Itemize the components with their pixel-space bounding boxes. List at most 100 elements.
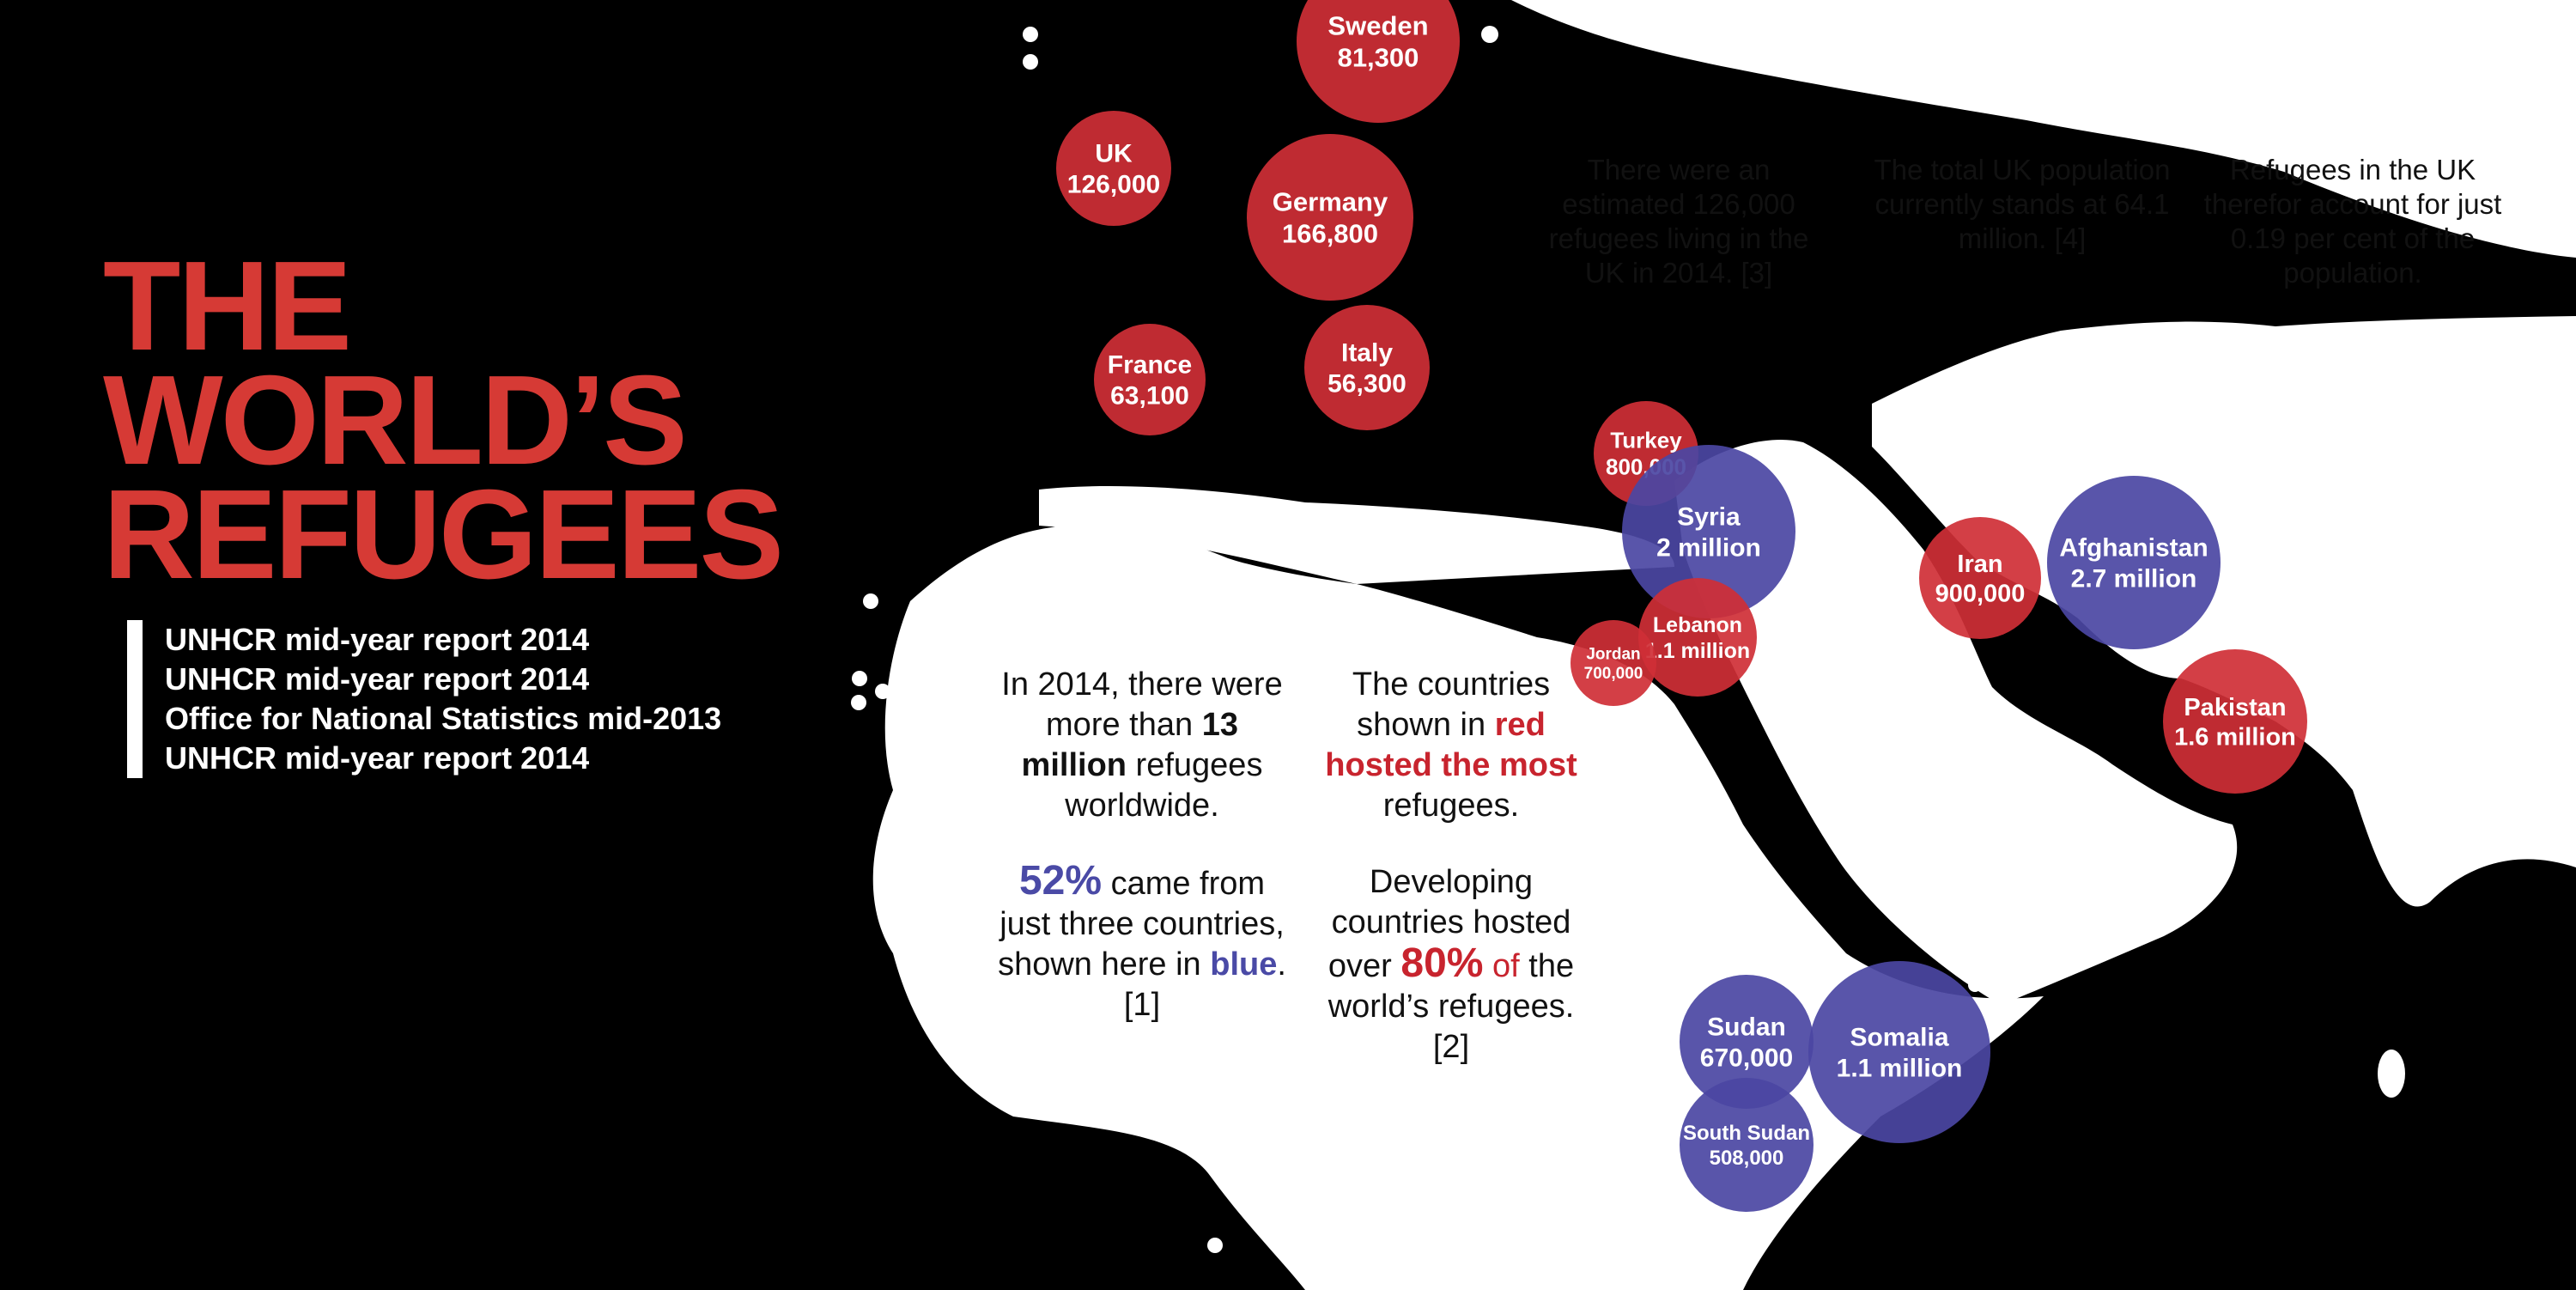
sources-list: UNHCR mid-year report 2014 UNHCR mid-yea… [127, 620, 721, 778]
island [1968, 978, 1982, 992]
note-uk-share: Refugees in the UK therefor account for … [2203, 154, 2502, 289]
source-item: UNHCR mid-year report 2014 [165, 661, 590, 697]
marker-circle [1680, 975, 1814, 1109]
marker-jordan: Jordan 700,000 [1571, 620, 1656, 706]
fact-red-emphasis: red hosted the most [1325, 707, 1577, 783]
fact-total-text-b: refugees worldwide. [1065, 747, 1263, 824]
island [851, 695, 866, 710]
fact-dev-of: of [1483, 948, 1520, 984]
island [875, 684, 890, 699]
island [1481, 26, 1498, 43]
marker-uk: UK 126,000 [1056, 111, 1171, 226]
marker-value-label: 1.1 million [1645, 639, 1750, 663]
marker-country-label: South Sudan [1683, 1122, 1810, 1145]
marker-circle [1638, 578, 1757, 697]
source-item: UNHCR mid-year report 2014 [165, 740, 590, 776]
fact-three-countries: 52% came from just three countries, show… [996, 861, 1288, 1025]
marker-circle [1304, 305, 1430, 430]
marker-circle [1808, 961, 1990, 1143]
island [907, 677, 922, 692]
marker-country-label: Iran [1957, 551, 2002, 578]
marker-value-label: 2 million [1656, 534, 1761, 563]
marker-country-label: Afghanistan [2059, 534, 2208, 563]
marker-country-label: Jordan [1586, 645, 1640, 663]
marker-country-label: Lebanon [1653, 613, 1742, 637]
marker-circle [1622, 445, 1795, 618]
fact-three-text-a: came from just three countries, shown he… [998, 866, 1285, 983]
marker-value-label: 56,300 [1327, 370, 1406, 399]
middle-east-landmass [1674, 440, 2238, 1005]
fact-total-number: 13 million [1021, 707, 1238, 783]
fact-red-hosts: The countries shown in red hosted the mo… [1322, 665, 1580, 826]
fact-red-text-b: refugees. [1382, 788, 1520, 824]
asia-landmass [1872, 316, 2576, 907]
marker-country-label: UK [1095, 140, 1133, 168]
marker-pakistan: Pakistan 1.6 million [2163, 649, 2307, 794]
island [1023, 27, 1038, 42]
marker-value-label: 126,000 [1067, 171, 1160, 199]
note-uk-population: The total UK population currently stands… [1874, 154, 2171, 254]
marker-value-label: 81,300 [1338, 42, 1419, 72]
title-line-2: REFUGEES [103, 464, 784, 605]
marker-country-label: Sweden [1327, 10, 1428, 40]
marker-country-label: Somalia [1850, 1024, 1948, 1052]
marker-country-label: Pakistan [2184, 694, 2286, 721]
marker-value-label: 166,800 [1282, 218, 1378, 248]
island [1233, 1190, 1249, 1206]
title-line-1: THE WORLD’S [103, 235, 688, 491]
marker-value-label: 1.1 million [1837, 1055, 1963, 1083]
marker-value-label: 700,000 [1584, 665, 1643, 683]
marker-country-label: Turkey [1610, 428, 1682, 453]
marker-circle [1297, 0, 1460, 123]
page-title: THE WORLD’S REFUGEES [103, 235, 962, 605]
island [852, 671, 867, 686]
fact-blue-word: blue [1210, 946, 1278, 983]
marker-value-label: 1.6 million [2174, 724, 2296, 751]
marker-country-label: Syria [1677, 503, 1741, 532]
marker-circle [1571, 620, 1656, 706]
fact-dev-percent: 80% [1400, 940, 1484, 986]
island [1023, 54, 1038, 70]
island [2378, 1050, 2405, 1098]
marker-somalia: Somalia 1.1 million [1808, 961, 1990, 1143]
fact-developing-countries: Developing countries hosted over 80% of … [1322, 862, 1580, 1068]
fact-percent-blue: 52% [1018, 858, 1103, 904]
fact-total-refugees: In 2014, there were more than 13 million… [996, 665, 1288, 826]
island [1207, 1238, 1223, 1253]
fact-dev-text-a: Developing countries hosted over [1327, 864, 1571, 984]
marker-value-label: 63,100 [1110, 382, 1189, 411]
marker-circle [1919, 517, 2041, 639]
marker-country-label: Germany [1273, 186, 1388, 216]
island [863, 593, 878, 609]
marker-circle [1247, 134, 1413, 301]
fact-dev-text-b: the world’s refugees. [2] [1327, 948, 1575, 1065]
scandinavia-landmass [1511, 0, 2576, 258]
marker-circle [2163, 649, 2307, 794]
marker-value-label: 900,000 [1935, 581, 2026, 608]
marker-value-label: 2.7 million [2071, 565, 2197, 593]
fact-red-text-a: The countries shown in [1352, 666, 1551, 743]
north-africa-coast [1039, 485, 1674, 584]
marker-iran: Iran 900,000 [1919, 517, 2041, 639]
fact-three-ref: . [1] [1123, 946, 1286, 1023]
marker-country-label: France [1108, 351, 1192, 380]
marker-value-label: 508,000 [1710, 1147, 1784, 1170]
marker-circle [1094, 324, 1206, 435]
source-item: Office for National Statistics mid-2013 [165, 701, 722, 736]
marker-country-label: Sudan [1707, 1013, 1786, 1042]
marker-country-label: Italy [1341, 339, 1393, 368]
marker-circle [1056, 111, 1171, 226]
fact-total-text-a: In 2014, there were more than [1001, 666, 1283, 743]
marker-circle [1680, 1078, 1814, 1212]
